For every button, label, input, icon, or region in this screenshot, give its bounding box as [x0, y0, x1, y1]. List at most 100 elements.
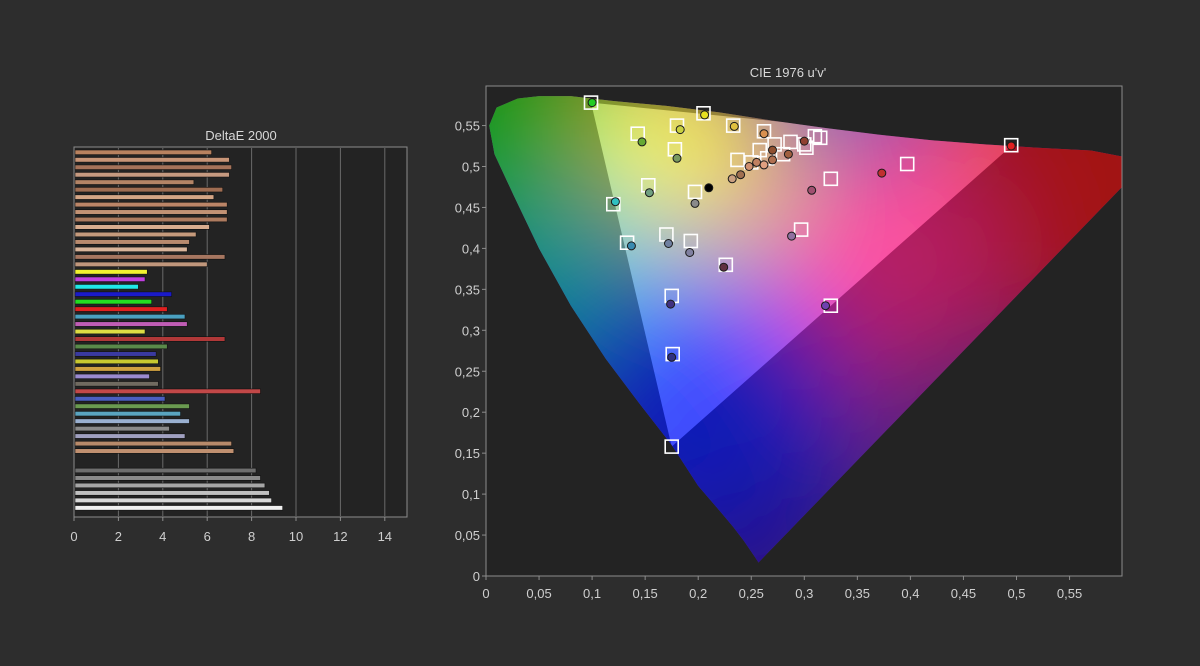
delta-e-bar: [74, 490, 270, 496]
cie-x-tick-label: 0,05: [526, 586, 551, 601]
delta-e-bar: [74, 448, 235, 454]
cie-x-tick-label: 0,1: [583, 586, 601, 601]
cie-x-tick-label: 0,55: [1057, 586, 1082, 601]
delta-e-tick-label: 10: [289, 529, 303, 544]
cie-y-tick-label: 0: [473, 569, 480, 584]
cie-measured-point: [729, 121, 739, 131]
cie-y-tick-label: 0,35: [455, 282, 480, 297]
cie-measured-point: [727, 174, 737, 184]
cie-x-tick-label: 0,3: [795, 586, 813, 601]
cie-y-tick-label: 0,5: [462, 160, 480, 175]
cie-measured-point: [700, 110, 710, 120]
delta-e-bar: [74, 313, 186, 320]
cie-measured-point: [744, 162, 754, 171]
cie-y-tick-label: 0,05: [455, 528, 480, 543]
delta-e-bar: [74, 358, 159, 365]
cie-target-square: [899, 156, 915, 172]
cie-x-tick-label: 0,2: [689, 586, 707, 601]
delta-e-bar: [74, 299, 152, 305]
delta-e-bar: [74, 351, 157, 357]
delta-e-bar: [74, 381, 159, 387]
cie-measured-point: [1006, 141, 1016, 151]
cie-x-tick-label: 0,15: [632, 586, 657, 601]
cie-measured-point: [666, 299, 676, 309]
cie-x-tick-label: 0,4: [901, 586, 919, 601]
cie-target-square: [687, 184, 703, 200]
delta-e-bar: [74, 475, 261, 481]
delta-e-bar: [74, 388, 261, 394]
cie-target-square: [725, 118, 741, 133]
delta-e-bar: [74, 231, 197, 238]
delta-e-bar: [74, 164, 232, 170]
cie-target-square: [718, 257, 734, 273]
delta-e-bar: [74, 291, 172, 297]
cie-target-square: [752, 142, 768, 158]
cie-measured-point: [610, 197, 620, 207]
delta-e-bar: [74, 433, 186, 439]
delta-e-bar: [74, 246, 188, 253]
delta-e-bar: [74, 179, 195, 185]
cie-target-square: [583, 95, 599, 110]
delta-e-bar: [74, 194, 215, 200]
delta-e-bar: [74, 403, 190, 409]
delta-e-bar: [74, 201, 228, 208]
cie-measured-point: [821, 301, 830, 311]
cie-y-tick-label: 0,45: [455, 200, 480, 215]
delta-e-chart-title: DeltaE 2000: [205, 128, 277, 143]
cie-y-tick-label: 0,25: [455, 364, 480, 379]
cie-measured-point: [644, 188, 654, 198]
delta-e-tick-label: 14: [378, 529, 392, 544]
cie-measured-point: [759, 160, 769, 170]
cie-measured-point: [783, 149, 793, 159]
cie-x-tick-label: 0: [482, 586, 489, 601]
cie-target-square: [664, 439, 680, 454]
cie-chart-title: CIE 1976 u'v': [750, 65, 827, 80]
cie-measured-point: [719, 262, 729, 272]
cie-measured-point: [587, 98, 597, 108]
delta-e-x-ticks: 0 2 4 6 8 10 12 14: [70, 517, 392, 544]
delta-e-tick-label: 4: [159, 529, 166, 544]
delta-e-bar: [74, 497, 272, 503]
delta-e-tick-label: 6: [204, 529, 211, 544]
delta-e-bar: [74, 284, 139, 290]
cie-measured-point: [667, 352, 677, 362]
delta-e-bar: [74, 261, 208, 267]
cie-x-ticks: 0 0,05 0,1 0,15 0,2 0,25 0,3 0,35 0,4 0,45 0,5 0,55: [482, 576, 1082, 601]
delta-e-bar: [74, 343, 168, 350]
cie-measured-point: [675, 125, 685, 135]
delta-e-bar: [74, 306, 168, 312]
delta-e-bar: [74, 172, 230, 178]
cie-measured-point: [752, 157, 762, 167]
cie-measured-markers: [587, 98, 1016, 362]
delta-e-bar: [74, 505, 283, 511]
delta-e-bar: [74, 269, 148, 275]
delta-e-bar: [74, 321, 188, 327]
cie-y-tick-label: 0,3: [462, 323, 480, 338]
delta-e-bar: [74, 373, 150, 379]
delta-e-bar: [74, 216, 228, 223]
delta-e-bar: [74, 336, 226, 342]
delta-e-bar: [74, 440, 232, 447]
cie-measured-point: [637, 137, 647, 147]
cie-y-tick-label: 0,4: [462, 241, 480, 256]
cie-measured-point: [704, 183, 714, 193]
delta-e-bar: [74, 276, 146, 282]
cie-measured-point: [799, 136, 809, 146]
cie-measured-point: [685, 248, 695, 257]
delta-e-bar: [74, 411, 181, 417]
cie-target-square: [696, 106, 711, 121]
delta-e-tick-label: 12: [333, 529, 347, 544]
cie-target-square: [605, 196, 621, 212]
delta-e-gridlines: [117, 148, 386, 516]
cie-measured-point: [626, 241, 636, 251]
cie-x-tick-label: 0,25: [739, 586, 764, 601]
cie-target-square: [1003, 137, 1019, 153]
cie-measured-point: [787, 231, 797, 241]
cie-y-tick-label: 0,55: [455, 119, 480, 134]
cie-y-ticks: 0 0,05 0,1 0,15 0,2 0,25 0,3 0,35 0,4 0,45 0,5 0,55: [455, 119, 486, 584]
delta-e-bar: [74, 328, 146, 335]
cie-measured-point: [759, 129, 769, 139]
cie-target-square: [630, 126, 646, 141]
cie-x-tick-label: 0,45: [951, 586, 976, 601]
